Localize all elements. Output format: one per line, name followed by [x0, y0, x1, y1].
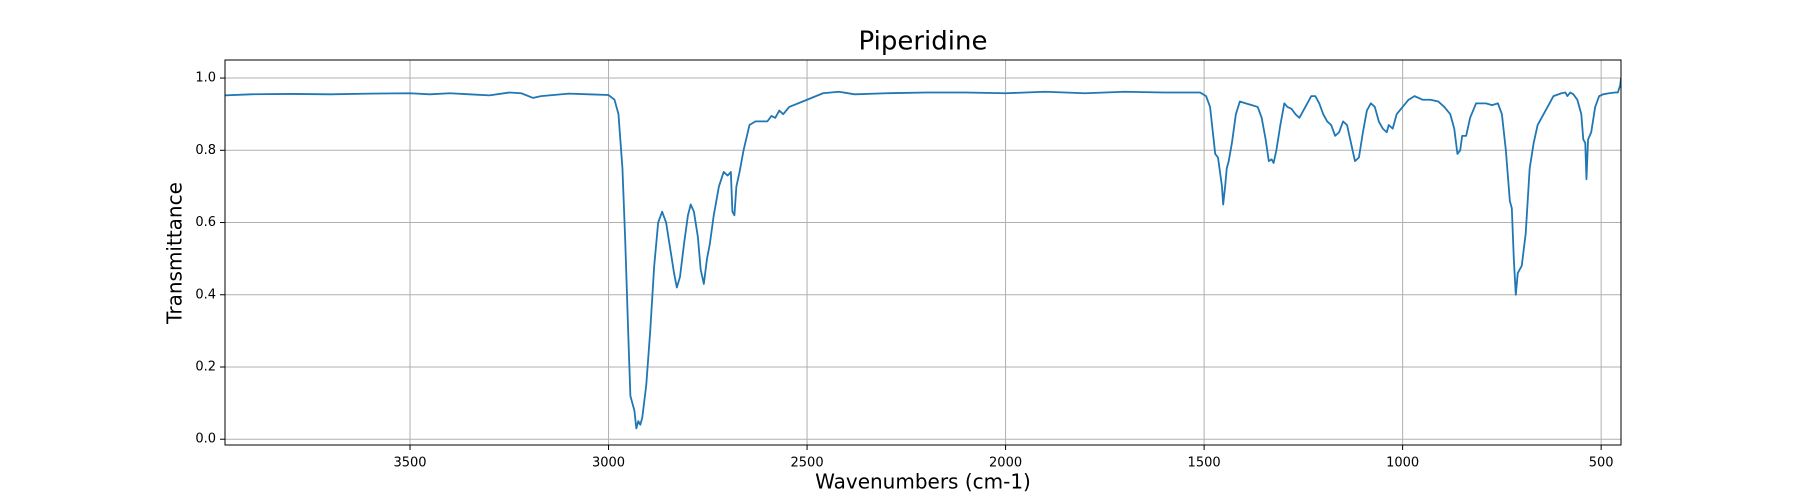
x-tick-label: 1500 [1188, 456, 1221, 471]
plot-frame [224, 59, 1622, 446]
x-tick-label: 3500 [393, 456, 426, 471]
y-tick-label: 0.8 [195, 143, 216, 158]
x-tick-label: 500 [1589, 456, 1614, 471]
spectrum-line [225, 77, 1621, 430]
y-tick-label: 0.0 [195, 432, 216, 447]
y-tick-label: 1.0 [195, 71, 216, 86]
y-tick-label: 0.6 [195, 215, 216, 230]
x-axis-label: Wavenumbers (cm-1) [815, 470, 1031, 494]
y-axis-label: Transmittance [163, 182, 187, 325]
chart-title: Piperidine [859, 27, 988, 57]
y-tick-label: 0.4 [195, 287, 216, 302]
x-tick-label: 2500 [791, 456, 824, 471]
x-tick-label: 1000 [1386, 456, 1419, 471]
x-tick-label: 3000 [592, 456, 625, 471]
x-tick-label: 2000 [989, 456, 1022, 471]
y-tick-label: 0.2 [195, 359, 216, 374]
